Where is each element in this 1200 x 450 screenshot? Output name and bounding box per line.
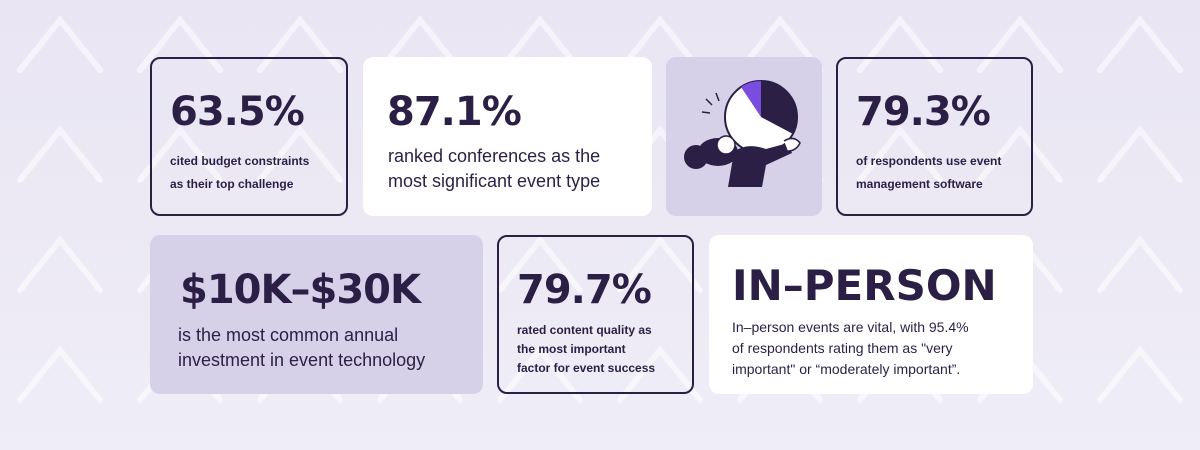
- line: is the most common annual: [178, 325, 399, 345]
- description: ranked conferences as the most significa…: [388, 144, 600, 194]
- stat: 87.1%: [387, 89, 522, 135]
- description: In–person events are vital, with 95.4% o…: [732, 317, 969, 380]
- line: In–person events are vital, with 95.4%: [732, 319, 969, 335]
- description: of respondents use event management soft…: [856, 150, 1001, 196]
- stat-card: 87.1% ranked conferences as the most sig…: [363, 57, 652, 216]
- line: cited budget constraints: [170, 154, 310, 168]
- line: investment in event technology: [178, 350, 426, 370]
- stat-card: 79.3% of respondents use event managemen…: [836, 57, 1033, 216]
- illustration-card: [666, 57, 822, 216]
- line: important" or “moderately important”.: [732, 361, 961, 377]
- stat-card: 79.7% rated content quality as the most …: [497, 235, 694, 394]
- line: of respondents rating them as "very: [732, 340, 953, 356]
- line: as their top challenge: [170, 177, 294, 191]
- line: factor for event success: [517, 361, 656, 375]
- stat-card: 63.5% cited budget constraints as their …: [150, 57, 348, 216]
- description: is the most common annual investment in …: [178, 323, 425, 373]
- line: most significant event type: [388, 171, 601, 191]
- illustration: [684, 80, 801, 187]
- line: of respondents use event: [856, 154, 1002, 168]
- stat: IN–PERSON: [732, 261, 997, 310]
- stat-card: $10K–$30K is the most common annual inve…: [150, 235, 483, 394]
- stat: 79.3%: [856, 89, 991, 135]
- stat: 79.7%: [517, 267, 652, 313]
- stat: $10K–$30K: [180, 267, 421, 313]
- stat-card: IN–PERSON In–person events are vital, wi…: [709, 235, 1033, 394]
- line: ranked conferences as the: [388, 146, 601, 166]
- line: management software: [856, 177, 983, 191]
- description: rated content quality as the most import…: [517, 321, 655, 378]
- stat: 63.5%: [170, 89, 305, 135]
- description: cited budget constraints as their top ch…: [170, 150, 309, 196]
- line: rated content quality as: [517, 323, 652, 337]
- line: the most important: [517, 342, 626, 356]
